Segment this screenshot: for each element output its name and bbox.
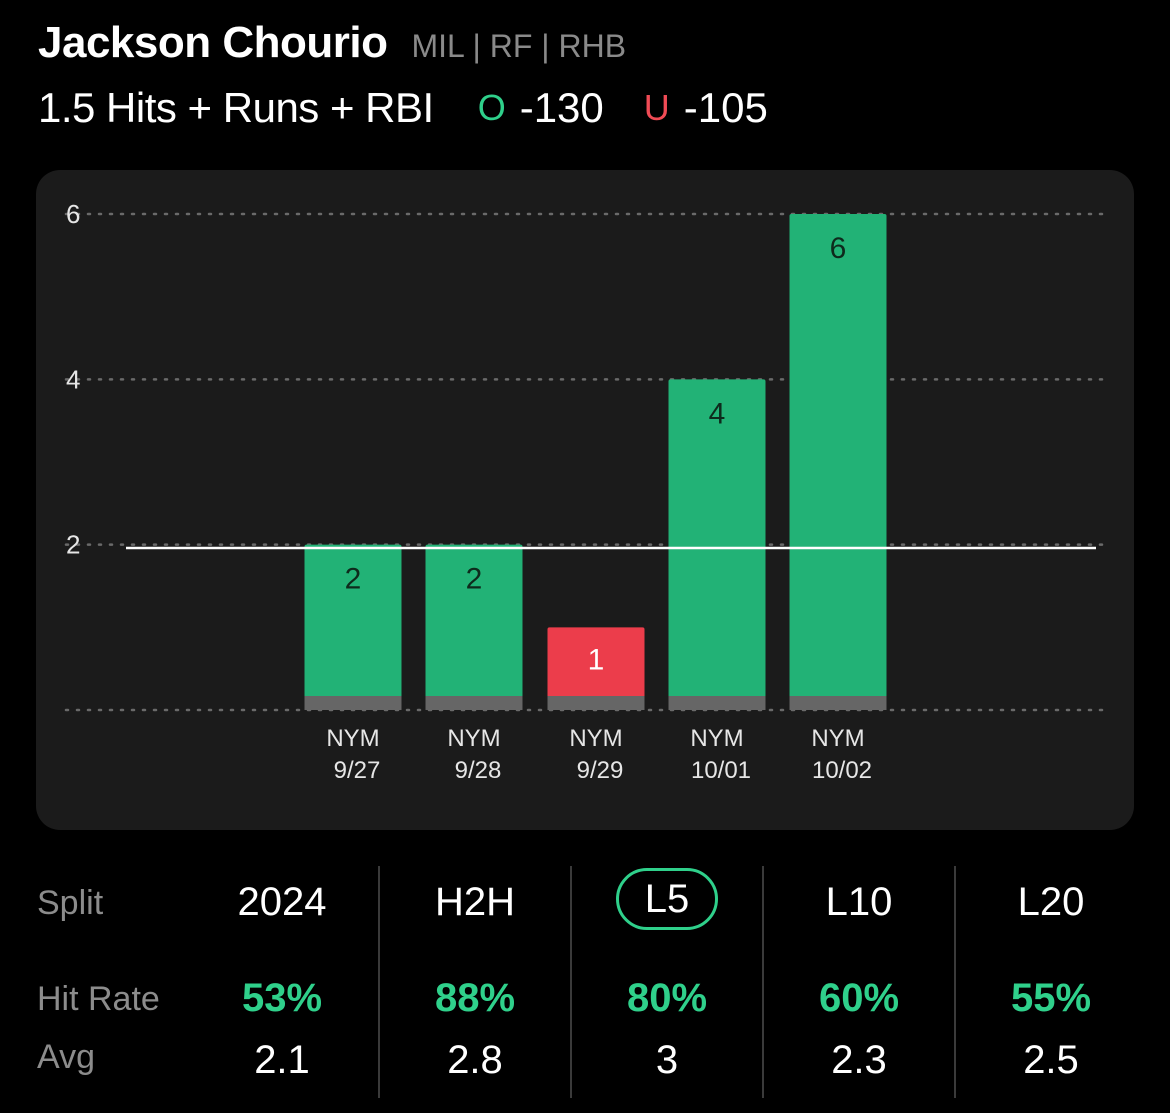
- divider: [378, 866, 380, 1098]
- split-label: H2H: [434, 880, 516, 924]
- split-label: L20: [1017, 880, 1085, 924]
- avg-value: 2.3: [831, 1038, 887, 1082]
- split-label: L5: [572, 868, 762, 930]
- stats-table: Split Hit Rate Avg 2024 53% 2.1 H2H 88% …: [0, 862, 1170, 1102]
- bar: [425, 544, 523, 710]
- split-col-l5[interactable]: L5 80% 3: [572, 862, 762, 1102]
- y-tick-label: 4: [66, 364, 80, 394]
- split-col-2024[interactable]: 2024 53% 2.1: [186, 862, 378, 1102]
- y-tick-label: 6: [66, 199, 80, 229]
- bar: [304, 544, 402, 710]
- hit-rate-row-label: Hit Rate: [37, 980, 160, 1018]
- bar-value-label: 6: [830, 232, 847, 265]
- split-col-l20[interactable]: L20 55% 2.5: [956, 862, 1146, 1102]
- bar-value-label: 2: [345, 563, 362, 596]
- x-tick-date: 9/27: [334, 757, 381, 784]
- over-icon: O: [477, 87, 506, 128]
- bar: [547, 627, 645, 710]
- title-row: Jackson Chourio MIL | RF | RHB: [38, 18, 1138, 70]
- y-tick-label: 2: [66, 530, 80, 560]
- avg-value: 2.5: [1023, 1038, 1079, 1082]
- player-meta: MIL | RF | RHB: [411, 28, 627, 64]
- under-odds[interactable]: U -105: [644, 84, 768, 132]
- divider: [570, 866, 572, 1098]
- bar: [668, 379, 766, 710]
- selected-split-pill[interactable]: L5: [615, 868, 719, 930]
- x-tick-opponent: NYM: [326, 725, 379, 752]
- bar-base: [425, 696, 523, 710]
- x-tick-date: 10/01: [691, 757, 751, 784]
- bar-value-label: 1: [588, 643, 605, 676]
- bar-value-label: 2: [466, 563, 483, 596]
- x-tick-opponent: NYM: [811, 725, 864, 752]
- x-tick-opponent: NYM: [569, 725, 622, 752]
- prop-row: 1.5 Hits + Runs + RBI O -130 U -105: [38, 80, 1138, 136]
- split-col-l10[interactable]: L10 60% 2.3: [764, 862, 954, 1102]
- bar-base: [304, 696, 402, 710]
- hit-rate-value: 55%: [1010, 976, 1092, 1020]
- split-label: 2024: [237, 880, 327, 924]
- x-tick-date: 9/28: [455, 757, 502, 784]
- hit-rate-value: 53%: [241, 976, 323, 1020]
- split-label: L10: [825, 880, 893, 924]
- x-tick-date: 10/02: [812, 757, 872, 784]
- avg-value: 2.8: [447, 1038, 503, 1082]
- bar-chart: 2 4 6 2 NYM 9/27 2 NYM 9/28 1 NYM 9/29 4 NYM 10/01 6 NYM…: [64, 199, 1104, 784]
- header: Jackson Chourio MIL | RF | RHB 1.5 Hits …: [38, 18, 1138, 136]
- over-odds-value: -130: [519, 84, 604, 131]
- split-row-label: Split: [37, 884, 104, 922]
- under-odds-value: -105: [683, 84, 768, 131]
- x-tick-date: 9/29: [577, 757, 624, 784]
- chart-card: 2 4 6 2 NYM 9/27 2 NYM 9/28 1 NYM 9/29 4 NYM 10/01 6 NYM…: [36, 170, 1134, 830]
- bar-base: [547, 696, 645, 710]
- prop-label: 1.5 Hits + Runs + RBI: [38, 84, 434, 131]
- divider: [954, 866, 956, 1098]
- bar: [789, 214, 887, 710]
- hit-rate-value: 80%: [626, 976, 708, 1020]
- player-name: Jackson Chourio: [38, 18, 388, 67]
- divider: [762, 866, 764, 1098]
- avg-value: 2.1: [254, 1038, 310, 1082]
- x-tick-opponent: NYM: [447, 725, 500, 752]
- x-tick-opponent: NYM: [690, 725, 743, 752]
- bar-value-label: 4: [709, 397, 726, 430]
- avg-value: 3: [655, 1038, 679, 1082]
- hit-rate-value: 88%: [434, 976, 516, 1020]
- under-icon: U: [643, 87, 670, 128]
- bar-base: [789, 696, 887, 710]
- over-odds[interactable]: O -130: [478, 84, 604, 132]
- hit-rate-value: 60%: [818, 976, 900, 1020]
- bar-base: [668, 696, 766, 710]
- split-col-h2h[interactable]: H2H 88% 2.8: [380, 862, 570, 1102]
- avg-row-label: Avg: [37, 1038, 95, 1076]
